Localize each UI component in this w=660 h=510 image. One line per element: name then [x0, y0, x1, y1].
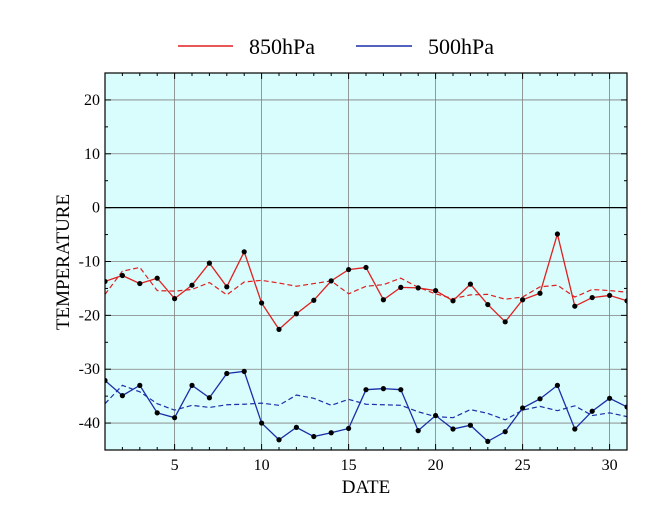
data-point-850hpa-24 [502, 319, 508, 325]
data-point-500hpa-7 [206, 395, 212, 401]
data-point-850hpa-6 [189, 282, 195, 288]
series-layer [105, 231, 627, 444]
data-point-850hpa-1 [105, 278, 108, 285]
data-point-500hpa-26 [537, 396, 543, 402]
data-point-500hpa-18 [398, 387, 404, 393]
data-point-850hpa-5 [172, 296, 178, 302]
x-tick-label-5: 5 [171, 457, 179, 474]
climatology-line-500hpa [105, 384, 627, 421]
y-tick-label-20: 20 [84, 92, 100, 109]
climatology-line-850hpa [105, 266, 627, 300]
x-tick-label-15: 15 [341, 457, 357, 474]
x-axis-title: DATE [342, 477, 391, 498]
data-point-500hpa-20 [433, 412, 439, 419]
data-point-500hpa-3 [137, 382, 143, 388]
data-point-500hpa-14 [328, 430, 334, 436]
y-tick-label--20: -20 [79, 307, 100, 324]
data-point-500hpa-25 [520, 405, 526, 411]
data-point-500hpa-19 [415, 428, 421, 434]
data-point-500hpa-30 [607, 395, 613, 401]
series-850hpa [105, 231, 627, 332]
data-point-500hpa-21 [450, 426, 456, 432]
data-point-500hpa-27 [554, 382, 561, 388]
data-point-500hpa-12 [293, 424, 299, 430]
data-point-850hpa-16 [363, 264, 369, 271]
data-point-850hpa-17 [380, 297, 386, 303]
data-point-850hpa-31 [624, 298, 627, 304]
data-point-850hpa-2 [119, 272, 125, 279]
y-axis-title: TEMPERATURE [53, 194, 74, 330]
data-point-850hpa-30 [607, 292, 613, 299]
data-point-850hpa-4 [154, 275, 160, 281]
data-point-500hpa-11 [276, 437, 282, 443]
data-point-500hpa-17 [380, 386, 386, 392]
data-point-850hpa-14 [328, 278, 334, 284]
data-point-850hpa-27 [554, 231, 561, 237]
legend-label-500hpa: 500hPa [428, 34, 494, 59]
data-point-850hpa-3 [137, 280, 143, 287]
series-500hpa [105, 368, 627, 444]
y-tick-label--10: -10 [79, 254, 100, 271]
data-point-500hpa-5 [172, 415, 178, 421]
data-point-500hpa-4 [154, 410, 160, 416]
data-point-850hpa-13 [311, 297, 317, 303]
data-point-500hpa-6 [189, 382, 195, 388]
data-point-850hpa-25 [520, 297, 526, 303]
data-point-850hpa-12 [293, 311, 299, 317]
data-point-850hpa-23 [485, 301, 491, 308]
data-point-850hpa-19 [415, 285, 421, 291]
data-point-500hpa-2 [119, 393, 125, 399]
data-point-850hpa-26 [537, 290, 543, 296]
data-point-500hpa-8 [224, 370, 230, 377]
data-point-850hpa-10 [259, 300, 265, 306]
y-tick-label-10: 10 [84, 146, 100, 163]
data-point-500hpa-1 [105, 377, 108, 384]
data-point-500hpa-22 [467, 422, 473, 428]
data-point-500hpa-9 [241, 368, 247, 374]
data-point-850hpa-28 [572, 303, 578, 309]
x-tick-label-20: 20 [428, 457, 444, 474]
x-tick-label-10: 10 [254, 457, 270, 474]
data-point-500hpa-31 [624, 404, 627, 410]
y-tick-label-0: 0 [92, 200, 100, 217]
data-point-850hpa-18 [398, 284, 404, 290]
y-tick-label--40: -40 [79, 415, 100, 432]
data-point-850hpa-8 [224, 284, 230, 290]
data-point-500hpa-28 [572, 426, 578, 432]
data-point-850hpa-9 [241, 249, 247, 255]
data-point-500hpa-24 [502, 429, 508, 435]
legend-label-850hpa: 850hPa [249, 34, 315, 59]
data-point-500hpa-10 [259, 420, 265, 426]
data-point-500hpa-23 [485, 438, 491, 444]
data-point-850hpa-29 [589, 294, 595, 301]
x-tick-label-25: 25 [515, 457, 531, 474]
legend: 850hPa 500hPa [178, 34, 494, 59]
data-point-500hpa-15 [346, 425, 352, 432]
data-point-500hpa-29 [589, 408, 595, 414]
data-point-500hpa-13 [311, 433, 317, 440]
data-point-850hpa-15 [346, 266, 352, 273]
data-point-850hpa-11 [276, 326, 282, 332]
data-point-850hpa-21 [450, 298, 456, 304]
grid [105, 73, 627, 450]
y-tick-label--30: -30 [79, 361, 100, 378]
data-point-850hpa-7 [206, 260, 212, 266]
data-point-500hpa-16 [363, 387, 369, 393]
x-tick-label-30: 30 [602, 457, 618, 474]
data-point-850hpa-22 [467, 281, 473, 287]
data-point-850hpa-20 [433, 287, 439, 294]
axis-ticks: 5 10 15 20 25 30 -40 -30 -20 -10 0 10 20 [79, 72, 628, 474]
